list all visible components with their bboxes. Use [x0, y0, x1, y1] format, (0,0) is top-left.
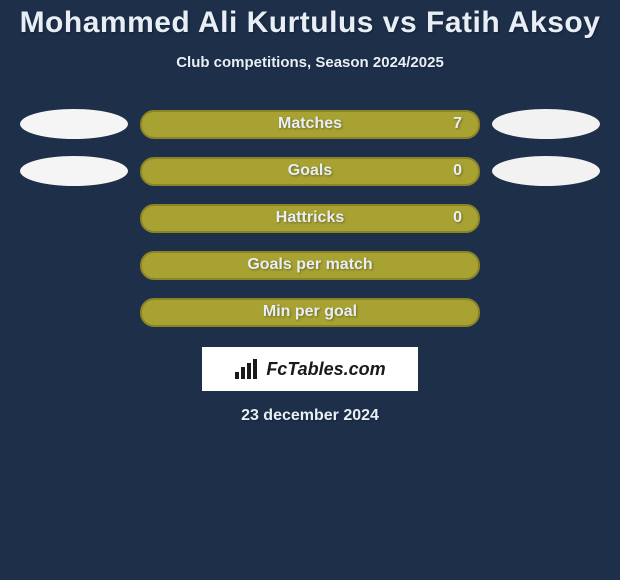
- date-label: 23 december 2024: [0, 407, 620, 425]
- stat-label: Goals per match: [247, 256, 372, 274]
- stat-row: Hattricks 0: [0, 203, 620, 233]
- player-left-oval: [20, 156, 128, 186]
- stat-row: Matches 7: [0, 109, 620, 139]
- stat-bar: Min per goal: [140, 298, 480, 327]
- brand-text: FcTables.com: [266, 359, 385, 380]
- stat-value: 7: [453, 115, 462, 133]
- page-subtitle: Club competitions, Season 2024/2025: [0, 54, 620, 71]
- stat-value: 0: [453, 209, 462, 227]
- player-right-oval: [492, 109, 600, 139]
- stat-row: Goals per match: [0, 250, 620, 280]
- stat-row: Min per goal: [0, 297, 620, 327]
- stat-rows: Matches 7 Goals 0 Hattricks 0 Goals per match M…: [0, 109, 620, 327]
- stat-label: Goals: [288, 162, 332, 180]
- stat-bar: Goals 0: [140, 157, 480, 186]
- barchart-icon: [234, 358, 260, 380]
- stat-bar: Hattricks 0: [140, 204, 480, 233]
- stat-bar: Matches 7: [140, 110, 480, 139]
- stat-row: Goals 0: [0, 156, 620, 186]
- page-title: Mohammed Ali Kurtulus vs Fatih Aksoy: [0, 0, 620, 40]
- stat-bar: Goals per match: [140, 251, 480, 280]
- stat-label: Hattricks: [276, 209, 344, 227]
- player-left-oval: [20, 109, 128, 139]
- stat-label: Min per goal: [263, 303, 357, 321]
- brand-box: FcTables.com: [202, 347, 418, 391]
- player-right-oval: [492, 156, 600, 186]
- stat-value: 0: [453, 162, 462, 180]
- comparison-infographic: Mohammed Ali Kurtulus vs Fatih Aksoy Clu…: [0, 0, 620, 580]
- stat-label: Matches: [278, 115, 342, 133]
